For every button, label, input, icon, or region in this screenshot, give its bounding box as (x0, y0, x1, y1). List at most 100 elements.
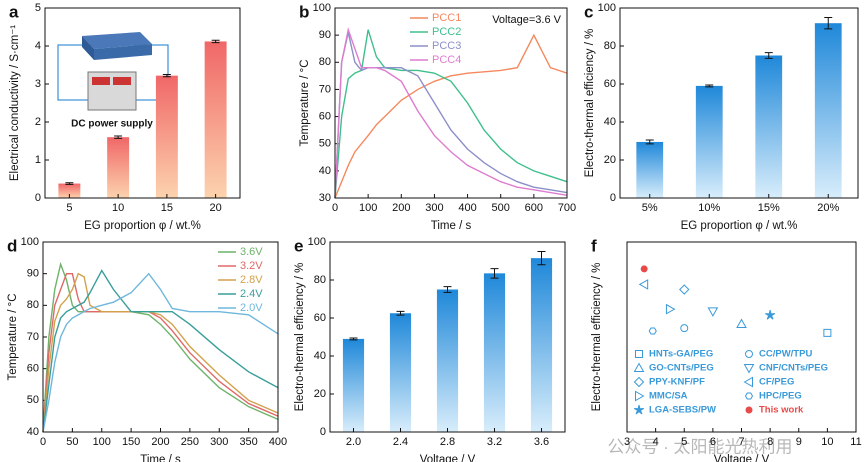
x-tick-label: 300 (425, 202, 443, 214)
legend-label: MMC/SA (649, 391, 688, 402)
y-axis-label: Temperature / °C (7, 293, 19, 380)
x-tick-label: 0 (332, 202, 338, 214)
error-bar (705, 84, 714, 88)
y-tick-label: 60 (319, 110, 331, 122)
y-tick-label: 5 (35, 2, 41, 14)
x-axis-label: Time / s (140, 454, 181, 462)
bar (636, 141, 664, 198)
legend-marker (744, 392, 754, 400)
x-tick-label: 3 (624, 436, 630, 448)
error-bar (65, 182, 74, 185)
y-axis-label: Electro-thermal efficiency / % (584, 29, 596, 178)
legend-marker (743, 364, 755, 374)
bar (755, 55, 783, 198)
x-tick-label: 5 (681, 436, 687, 448)
x-tick-label: 100 (93, 436, 111, 448)
line-series (334, 33, 568, 199)
line-series (334, 32, 568, 199)
panel-label: e (294, 236, 303, 255)
legend-label: PCC2 (432, 26, 461, 38)
inset-display (92, 77, 110, 85)
line-series (334, 29, 568, 199)
y-axis-label: Temperature / °C (299, 59, 311, 146)
x-tick-label: 8 (767, 436, 773, 448)
y-tick-label: 30 (319, 192, 331, 204)
legend-label: LGA-SEBS/PW (649, 405, 716, 416)
inset-sample (82, 32, 152, 49)
bar (342, 338, 365, 432)
marker (638, 279, 649, 290)
x-tick-label: 50 (66, 436, 78, 448)
plot-frame (44, 7, 241, 199)
legend-marker (635, 350, 643, 358)
legend-marker (745, 350, 753, 358)
legend-label: CNF/CNTs/PEG (759, 363, 828, 374)
error-bar (162, 74, 171, 78)
legend-label: CF/PEG (759, 377, 794, 388)
bar (436, 289, 459, 432)
plot-frame (619, 7, 859, 199)
error-bar (349, 337, 358, 341)
legend-label: CC/PW/TPU (759, 349, 812, 360)
error-bar (645, 139, 654, 145)
legend-marker (633, 376, 645, 388)
x-tick-label: 7 (738, 436, 744, 448)
legend-label: 3.2V (240, 260, 263, 272)
x-tick-label: 3.6 (534, 436, 549, 448)
y-tick-label: 70 (319, 83, 331, 95)
x-axis-label: Time / s (431, 220, 472, 232)
marker (823, 328, 832, 337)
y-tick-label: 60 (314, 312, 326, 324)
legend-label: PCC4 (432, 54, 461, 66)
y-tick-label: 40 (27, 426, 39, 438)
error-bar (490, 268, 499, 279)
panel-label: c (584, 2, 593, 21)
x-tick-label: 700 (558, 202, 576, 214)
y-tick-label: 70 (27, 331, 39, 343)
x-tick-label: 10 (821, 436, 833, 448)
x-tick-label: 20% (817, 202, 839, 214)
y-axis-label: Electrical conductivity / S·cm⁻¹ (9, 25, 21, 181)
y-tick-label: 40 (604, 116, 616, 128)
x-tick-label: 10 (112, 202, 124, 214)
panel-label: b (299, 2, 309, 21)
panel-label: d (7, 236, 17, 255)
y-tick-label: 50 (319, 138, 331, 150)
line-series (42, 272, 279, 433)
panel-label: f (591, 236, 597, 255)
y-axis-label: Electro-thermal efficiency / % (591, 263, 603, 412)
x-tick-label: 15% (758, 202, 780, 214)
bar (155, 75, 178, 198)
marker (680, 324, 689, 333)
x-axis-label: EG proportion φ / wt.% (681, 220, 798, 232)
x-tick-label: 5 (66, 202, 72, 214)
legend-marker (633, 362, 645, 372)
y-tick-label: 80 (314, 274, 326, 286)
x-tick-label: 10% (698, 202, 720, 214)
y-tick-label: 90 (27, 268, 39, 280)
annotation: Voltage=3.6 V (492, 14, 561, 26)
panel-label: a (9, 2, 19, 21)
plot-frame (626, 241, 857, 433)
x-axis-label: EG proportion φ / wt.% (84, 220, 201, 232)
x-tick-label: 15 (161, 202, 173, 214)
legend-marker (743, 376, 753, 388)
line-series (334, 27, 568, 199)
plot-frame (334, 7, 568, 199)
inset-label: DC power supply (71, 119, 153, 130)
marker (640, 265, 648, 273)
x-tick-label: 9 (796, 436, 802, 448)
x-tick-label: 2.0 (346, 436, 361, 448)
x-tick-label: 100 (359, 202, 377, 214)
y-tick-label: 60 (27, 363, 39, 375)
y-tick-label: 20 (314, 388, 326, 400)
y-axis-label: Electro-thermal efficiency / % (294, 263, 306, 412)
bar (204, 41, 227, 198)
legend-label: 2.4V (240, 288, 263, 300)
y-tick-label: 4 (35, 40, 41, 52)
x-tick-label: 400 (269, 436, 287, 448)
marker (665, 303, 676, 315)
y-tick-label: 0 (320, 426, 326, 438)
marker (736, 318, 747, 329)
x-tick-label: 300 (210, 436, 228, 448)
